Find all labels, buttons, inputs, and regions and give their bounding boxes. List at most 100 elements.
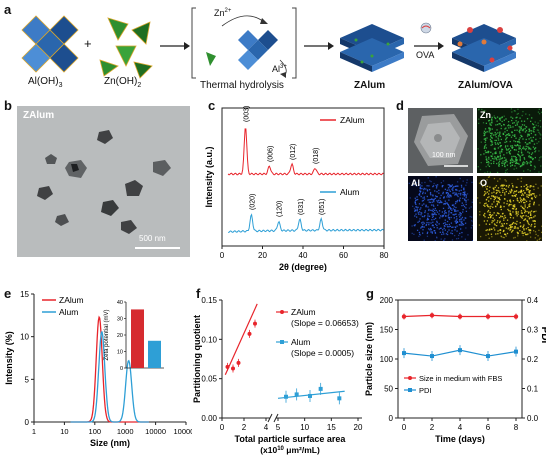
eds-pixel	[513, 135, 516, 138]
eds-pixel	[508, 205, 510, 207]
eds-pixel	[507, 208, 509, 211]
eds-pixel	[491, 133, 493, 135]
eds-pixel	[528, 205, 530, 208]
eds-pixel	[491, 192, 493, 194]
eds-pixel	[418, 235, 420, 238]
eds-pixel	[461, 236, 463, 238]
zalum-fit-line	[224, 303, 258, 375]
eds-pixel	[433, 182, 435, 185]
partition-y-tick-label: 0.00	[201, 414, 217, 423]
eds-pixel	[530, 140, 533, 142]
eds-pixel	[521, 152, 523, 154]
eds-pixel	[448, 205, 450, 207]
eds-pixel	[495, 152, 497, 154]
eds-pixel	[524, 128, 526, 130]
eds-pixel	[488, 176, 491, 178]
eds-pixel	[453, 204, 455, 206]
eds-pixel	[496, 120, 498, 122]
eds-pixel	[448, 189, 450, 191]
eds-pixel	[497, 137, 499, 139]
eds-pixel	[460, 218, 462, 220]
dls-y-tick-label: 10	[20, 333, 29, 342]
eds-pixel	[504, 160, 506, 162]
eds-pixel	[442, 191, 444, 194]
eds-pixel	[416, 198, 419, 201]
stability-legend-size-marker	[408, 376, 412, 380]
eds-pixel	[496, 171, 499, 173]
eds-pixel	[487, 209, 490, 212]
eds-pixel	[413, 224, 415, 227]
eds-pixel	[408, 182, 410, 185]
haadf-image: 100 nm	[408, 108, 473, 173]
eds-pixel	[447, 184, 449, 186]
al-ion-label: Al3+	[272, 64, 287, 74]
eds-pixel	[528, 147, 530, 149]
eds-pixel	[522, 138, 524, 140]
eds-pixel	[455, 210, 457, 212]
eds-pixel	[424, 192, 426, 194]
eds-pixel	[538, 204, 540, 206]
partition-x-unit-part: (x10	[260, 445, 277, 455]
eds-pixel	[522, 154, 524, 156]
eds-pixel	[534, 165, 536, 168]
eds-pixel	[428, 223, 430, 226]
eds-pixel	[432, 185, 434, 188]
partition-x-tick-label: 2	[242, 423, 247, 432]
eds-pixel	[513, 149, 516, 151]
eds-pixel	[427, 177, 429, 179]
eds-pixel	[454, 229, 456, 231]
eds-pixel	[522, 199, 524, 201]
eds-pixel	[451, 184, 454, 186]
eds-pixel	[489, 211, 491, 214]
eds-pixel	[527, 188, 529, 191]
partition-x-tick-label: 10	[300, 423, 309, 432]
eds-pixel	[451, 226, 453, 228]
eds-pixel	[523, 120, 526, 122]
eds-pixel	[509, 210, 511, 212]
eds-pixel	[526, 118, 529, 120]
eds-pixel	[528, 190, 530, 193]
alum-point	[337, 396, 342, 401]
eds-pixel	[435, 223, 437, 225]
eds-pixel	[537, 122, 539, 124]
eds-pixel	[491, 128, 493, 130]
zeta-y-tick-label: 20	[117, 333, 123, 339]
eds-pixel	[471, 181, 473, 184]
eds-pixel	[520, 210, 523, 212]
eds-pixel	[489, 122, 491, 124]
eds-pixel	[447, 215, 449, 217]
eds-pixel	[485, 199, 488, 201]
eds-pixel	[510, 203, 512, 206]
eds-pixel	[505, 160, 507, 162]
eds-pixel	[512, 126, 514, 128]
eds-pixel	[485, 234, 487, 236]
dls-x-axis-label: Size (nm)	[90, 438, 130, 448]
eds-pixel	[498, 190, 500, 192]
eds-pixel	[529, 170, 531, 172]
eds-pixel	[452, 226, 454, 228]
eds-pixel	[513, 205, 515, 207]
eds-pixel	[511, 207, 514, 210]
eds-pixel	[515, 211, 517, 213]
eds-pixel	[432, 204, 434, 206]
eds-pixel	[514, 124, 517, 126]
eds-pixel	[510, 225, 512, 227]
eds-pixel	[525, 129, 528, 132]
eds-pixel	[532, 158, 534, 160]
eds-pixel	[415, 209, 417, 211]
eds-pixel	[516, 212, 518, 214]
eds-pixel	[432, 215, 435, 217]
eds-pixel	[452, 189, 454, 192]
eds-pixel	[527, 226, 529, 229]
eds-pixel	[533, 201, 535, 203]
eds-pixel	[521, 194, 523, 197]
eds-pixel	[528, 138, 530, 140]
eds-pixel	[488, 223, 491, 226]
eds-pixel	[526, 143, 528, 145]
eds-pixel	[483, 204, 485, 207]
eds-pixel	[538, 141, 540, 143]
xrd-peak-label: (006)	[267, 146, 274, 162]
eds-pixel	[462, 223, 465, 226]
eds-pixel	[424, 210, 427, 212]
eds-pixel	[477, 122, 480, 125]
